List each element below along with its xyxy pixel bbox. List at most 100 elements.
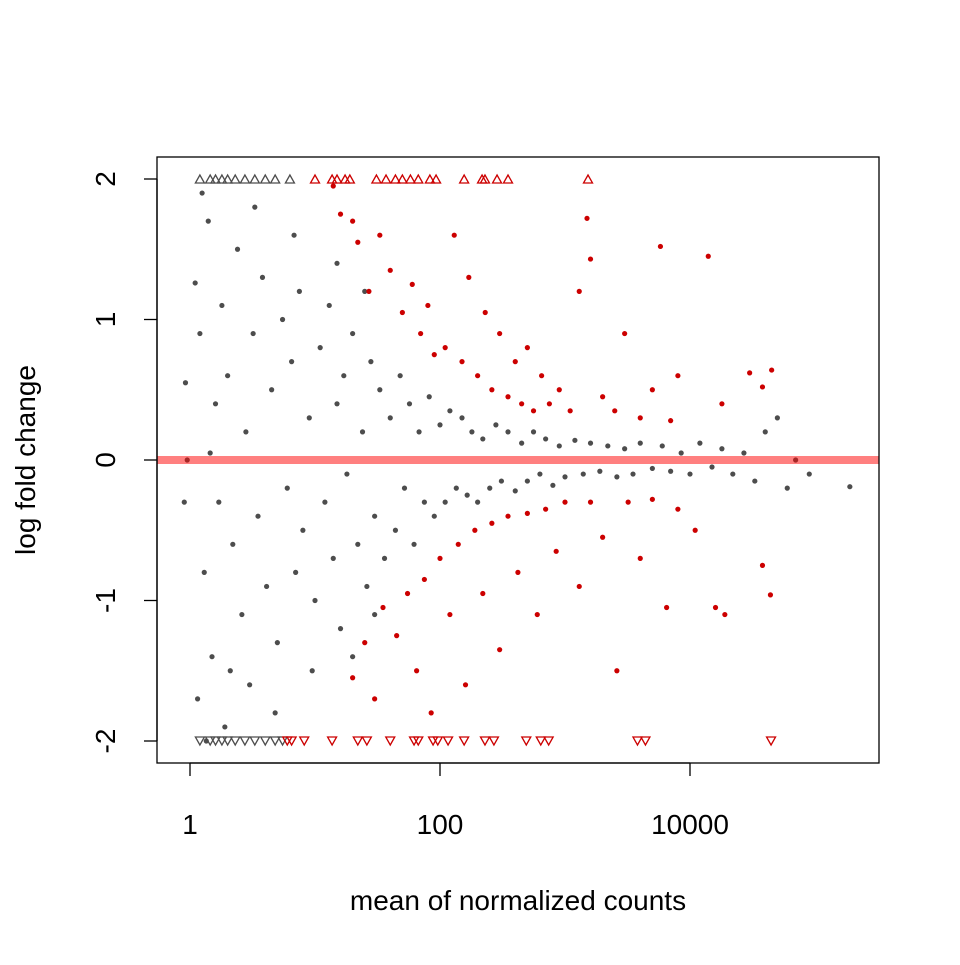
not_significant-point (272, 710, 278, 716)
significant-clipped-down-triangle (765, 736, 777, 747)
significant-clipped-down-triangle (488, 736, 500, 747)
significant-clipped-down-triangle (479, 736, 491, 747)
significant-clipped-up-triangle (344, 173, 356, 184)
significant-clipped-down-triangle (432, 736, 444, 747)
not_significant-point (597, 468, 603, 474)
not_significant-point (263, 583, 270, 590)
y-axis-label: log fold change (10, 365, 41, 555)
significant-point (719, 401, 725, 407)
not_significant-point (381, 555, 388, 561)
not_significant-clipped-down-triangle (204, 736, 216, 747)
significant-point (482, 309, 488, 316)
not_significant-point (431, 513, 437, 519)
significant-clipped-up-triangle (412, 173, 424, 184)
significant-point (539, 373, 545, 379)
significant-point (649, 496, 655, 502)
not_significant-point (752, 478, 758, 484)
not_significant-point (207, 450, 213, 456)
not_significant-point (205, 218, 211, 224)
significant-clipped-down-triangle (442, 736, 454, 747)
not_significant-point (355, 541, 361, 547)
significant-clipped-down-triangle (352, 736, 364, 747)
y-axis: -2 -1 0 1 2 (90, 171, 158, 753)
significant-point (562, 499, 568, 505)
significant-point (637, 415, 643, 421)
significant-point (362, 640, 368, 646)
significant-clipped-down-triangle (458, 736, 470, 747)
significant-clipped-down-triangle (286, 736, 298, 747)
significant-point (767, 592, 774, 598)
significant-point (428, 710, 434, 716)
significant-point (380, 604, 386, 611)
significant-point (587, 499, 594, 505)
significant-point (437, 555, 443, 561)
significant-point (512, 359, 518, 365)
significant-point (546, 401, 552, 407)
not_significant-point (556, 443, 562, 449)
not_significant-point (537, 471, 543, 477)
not_significant-point (247, 682, 253, 688)
x-tick-label: 100 (417, 809, 464, 840)
not_significant-point (572, 437, 578, 443)
not_significant-point (401, 485, 408, 491)
significant-point (515, 569, 521, 576)
not_significant-clipped-down-triangle (209, 736, 222, 747)
significant-point (418, 330, 424, 337)
not_significant-point (284, 485, 290, 491)
significant-clipped-down-triangle (361, 736, 373, 747)
not_significant-point (697, 440, 703, 446)
significant-point (350, 675, 356, 681)
not_significant-clipped-down-triangle (229, 736, 241, 747)
significant-clipped-up-triangle (458, 173, 470, 184)
not_significant-point (182, 380, 189, 386)
significant-point (664, 604, 670, 611)
not_significant-point (194, 696, 201, 702)
not_significant-point (269, 387, 275, 393)
significant-point (394, 633, 400, 639)
significant-clipped-up-triangle (331, 173, 343, 184)
not_significant-clipped-down-triangle (222, 736, 234, 747)
significant-point (330, 183, 336, 189)
not_significant-point (475, 499, 481, 505)
not_significant-point (216, 499, 222, 505)
significant-point (556, 387, 562, 393)
not_significant-point (784, 485, 790, 491)
significant-point (519, 401, 525, 407)
not_significant-point (222, 724, 228, 730)
not_significant-point (289, 359, 295, 365)
not_significant-point (225, 373, 231, 379)
significant-clipped-up-triangle (582, 173, 594, 184)
not_significant-point (587, 440, 594, 446)
y-tick-label: 0 (90, 452, 121, 468)
not_significant-point (387, 415, 393, 421)
not_significant-point (524, 478, 530, 484)
significant-clipped-down-triangle (639, 736, 652, 747)
significant-point (675, 373, 681, 379)
not_significant-point (309, 668, 315, 674)
not_significant-point (447, 408, 453, 414)
significant-point (576, 288, 582, 294)
not_significant-point (505, 429, 511, 435)
not_significant-clipped-up-triangle (194, 173, 206, 184)
not_significant-point (719, 446, 725, 452)
not_significant-clipped-down-triangle (216, 736, 228, 747)
not_significant-point (312, 597, 318, 604)
not_significant-point (364, 583, 370, 590)
not_significant-point (519, 440, 525, 446)
not_significant-clipped-up-triangle (222, 173, 234, 184)
not_significant-point (322, 499, 328, 505)
not_significant-point (512, 488, 518, 494)
significant-point (409, 281, 415, 287)
significant-point (505, 394, 511, 400)
not_significant-point (350, 654, 356, 660)
significant-point (387, 267, 393, 273)
not_significant-point (730, 471, 736, 477)
significant-clipped-down-triangle (631, 736, 644, 747)
significant-point (472, 527, 478, 533)
not_significant-clipped-down-triangle (239, 736, 251, 747)
not_significant-point (397, 373, 403, 379)
significant-point (759, 562, 766, 568)
significant-point (668, 418, 674, 424)
significant-clipped-up-triangle (424, 173, 436, 184)
not_significant-point (678, 450, 684, 456)
